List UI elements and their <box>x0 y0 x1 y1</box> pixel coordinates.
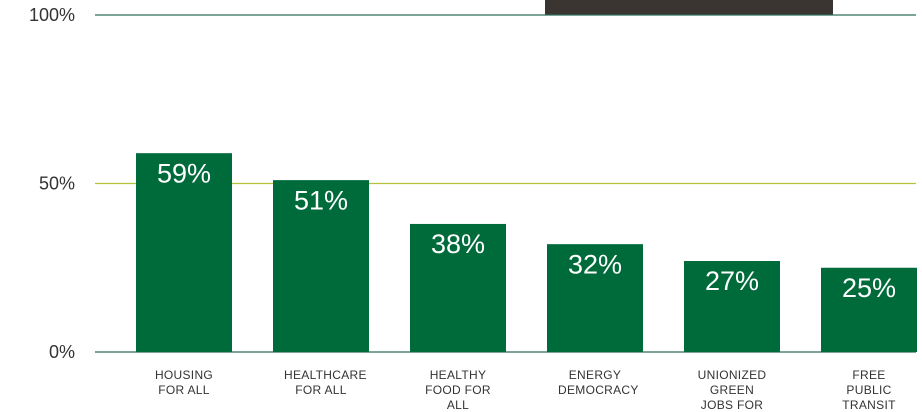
value-label: 38% <box>431 229 485 259</box>
bar <box>273 180 369 352</box>
value-label: 59% <box>157 158 211 188</box>
x-tick-label: FREE PUBLIC TRANSIT <box>842 368 896 412</box>
y-tick-label: 100% <box>29 5 75 25</box>
y-tick-label: 50% <box>39 173 75 193</box>
value-label: 32% <box>568 249 622 279</box>
x-tick-label: UNIONIZED GREEN JOBS FOR ALL <box>697 368 767 412</box>
x-tick-label: HEALTHY FOOD FOR ALL <box>425 368 491 412</box>
value-label: 27% <box>705 266 759 296</box>
bar <box>821 267 917 352</box>
value-label: 51% <box>294 185 348 215</box>
x-tick-label: ENERGY DEMOCRACY <box>558 368 639 397</box>
bar <box>684 261 780 352</box>
x-tick-label: HOUSING FOR ALL <box>154 368 214 397</box>
bar <box>136 153 232 352</box>
x-tick-label: HEALTHCARE FOR ALL <box>284 368 367 397</box>
bar <box>547 244 643 352</box>
value-label: 25% <box>842 273 896 303</box>
y-tick-label: 0% <box>49 342 75 362</box>
bar <box>410 223 506 352</box>
photo <box>545 0 833 15</box>
